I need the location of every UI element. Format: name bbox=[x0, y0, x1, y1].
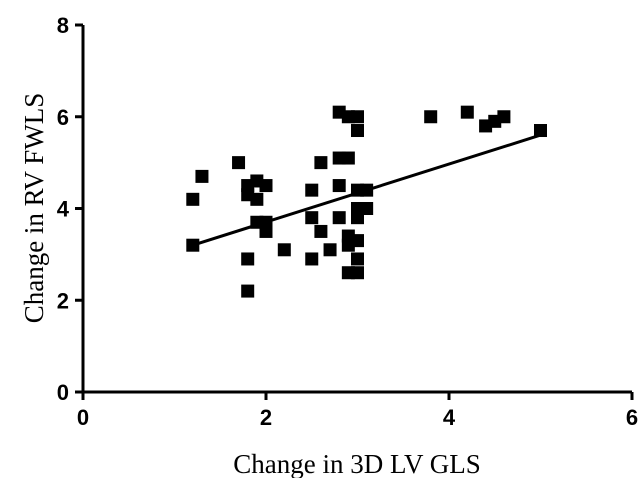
y-tick-label: 4 bbox=[57, 197, 70, 222]
data-point bbox=[341, 151, 355, 165]
data-point bbox=[250, 192, 264, 206]
data-point bbox=[314, 156, 328, 170]
data-point bbox=[259, 179, 273, 193]
data-point bbox=[351, 266, 364, 280]
data-point bbox=[305, 252, 319, 266]
x-tick-label: 4 bbox=[443, 405, 456, 430]
x-tick-label: 2 bbox=[260, 405, 272, 430]
data-point bbox=[305, 211, 319, 225]
data-point bbox=[332, 179, 346, 193]
data-point bbox=[323, 243, 337, 257]
data-point bbox=[497, 110, 511, 124]
data-point bbox=[195, 169, 209, 183]
data-point bbox=[424, 110, 438, 124]
data-point bbox=[259, 224, 273, 238]
data-point bbox=[305, 183, 319, 197]
data-point bbox=[277, 243, 291, 257]
data-point bbox=[351, 124, 364, 138]
data-point bbox=[351, 110, 364, 124]
plot-area bbox=[186, 105, 547, 298]
data-point bbox=[241, 284, 255, 298]
data-point bbox=[314, 224, 328, 238]
data-point bbox=[360, 202, 374, 215]
data-point bbox=[351, 234, 364, 248]
y-tick-label: 2 bbox=[57, 288, 69, 313]
x-tick-label: 6 bbox=[626, 405, 638, 430]
y-tick-label: 8 bbox=[57, 13, 69, 38]
data-point bbox=[332, 211, 346, 225]
regression-line bbox=[192, 133, 541, 247]
data-point bbox=[241, 252, 255, 266]
x-tick-label: 0 bbox=[77, 405, 89, 430]
y-tick-label: 6 bbox=[57, 105, 69, 130]
y-axis-title: Change in RV FWLS bbox=[19, 93, 49, 324]
data-point bbox=[186, 192, 200, 206]
y-tick-label: 0 bbox=[57, 380, 69, 405]
data-point bbox=[534, 124, 547, 138]
x-axis-title: Change in 3D LV GLS bbox=[233, 449, 481, 478]
axes: 0 2 4 6 0 2 4 6 8 bbox=[57, 13, 638, 430]
data-point bbox=[232, 156, 246, 170]
data-point bbox=[460, 105, 474, 119]
data-point bbox=[351, 252, 364, 266]
